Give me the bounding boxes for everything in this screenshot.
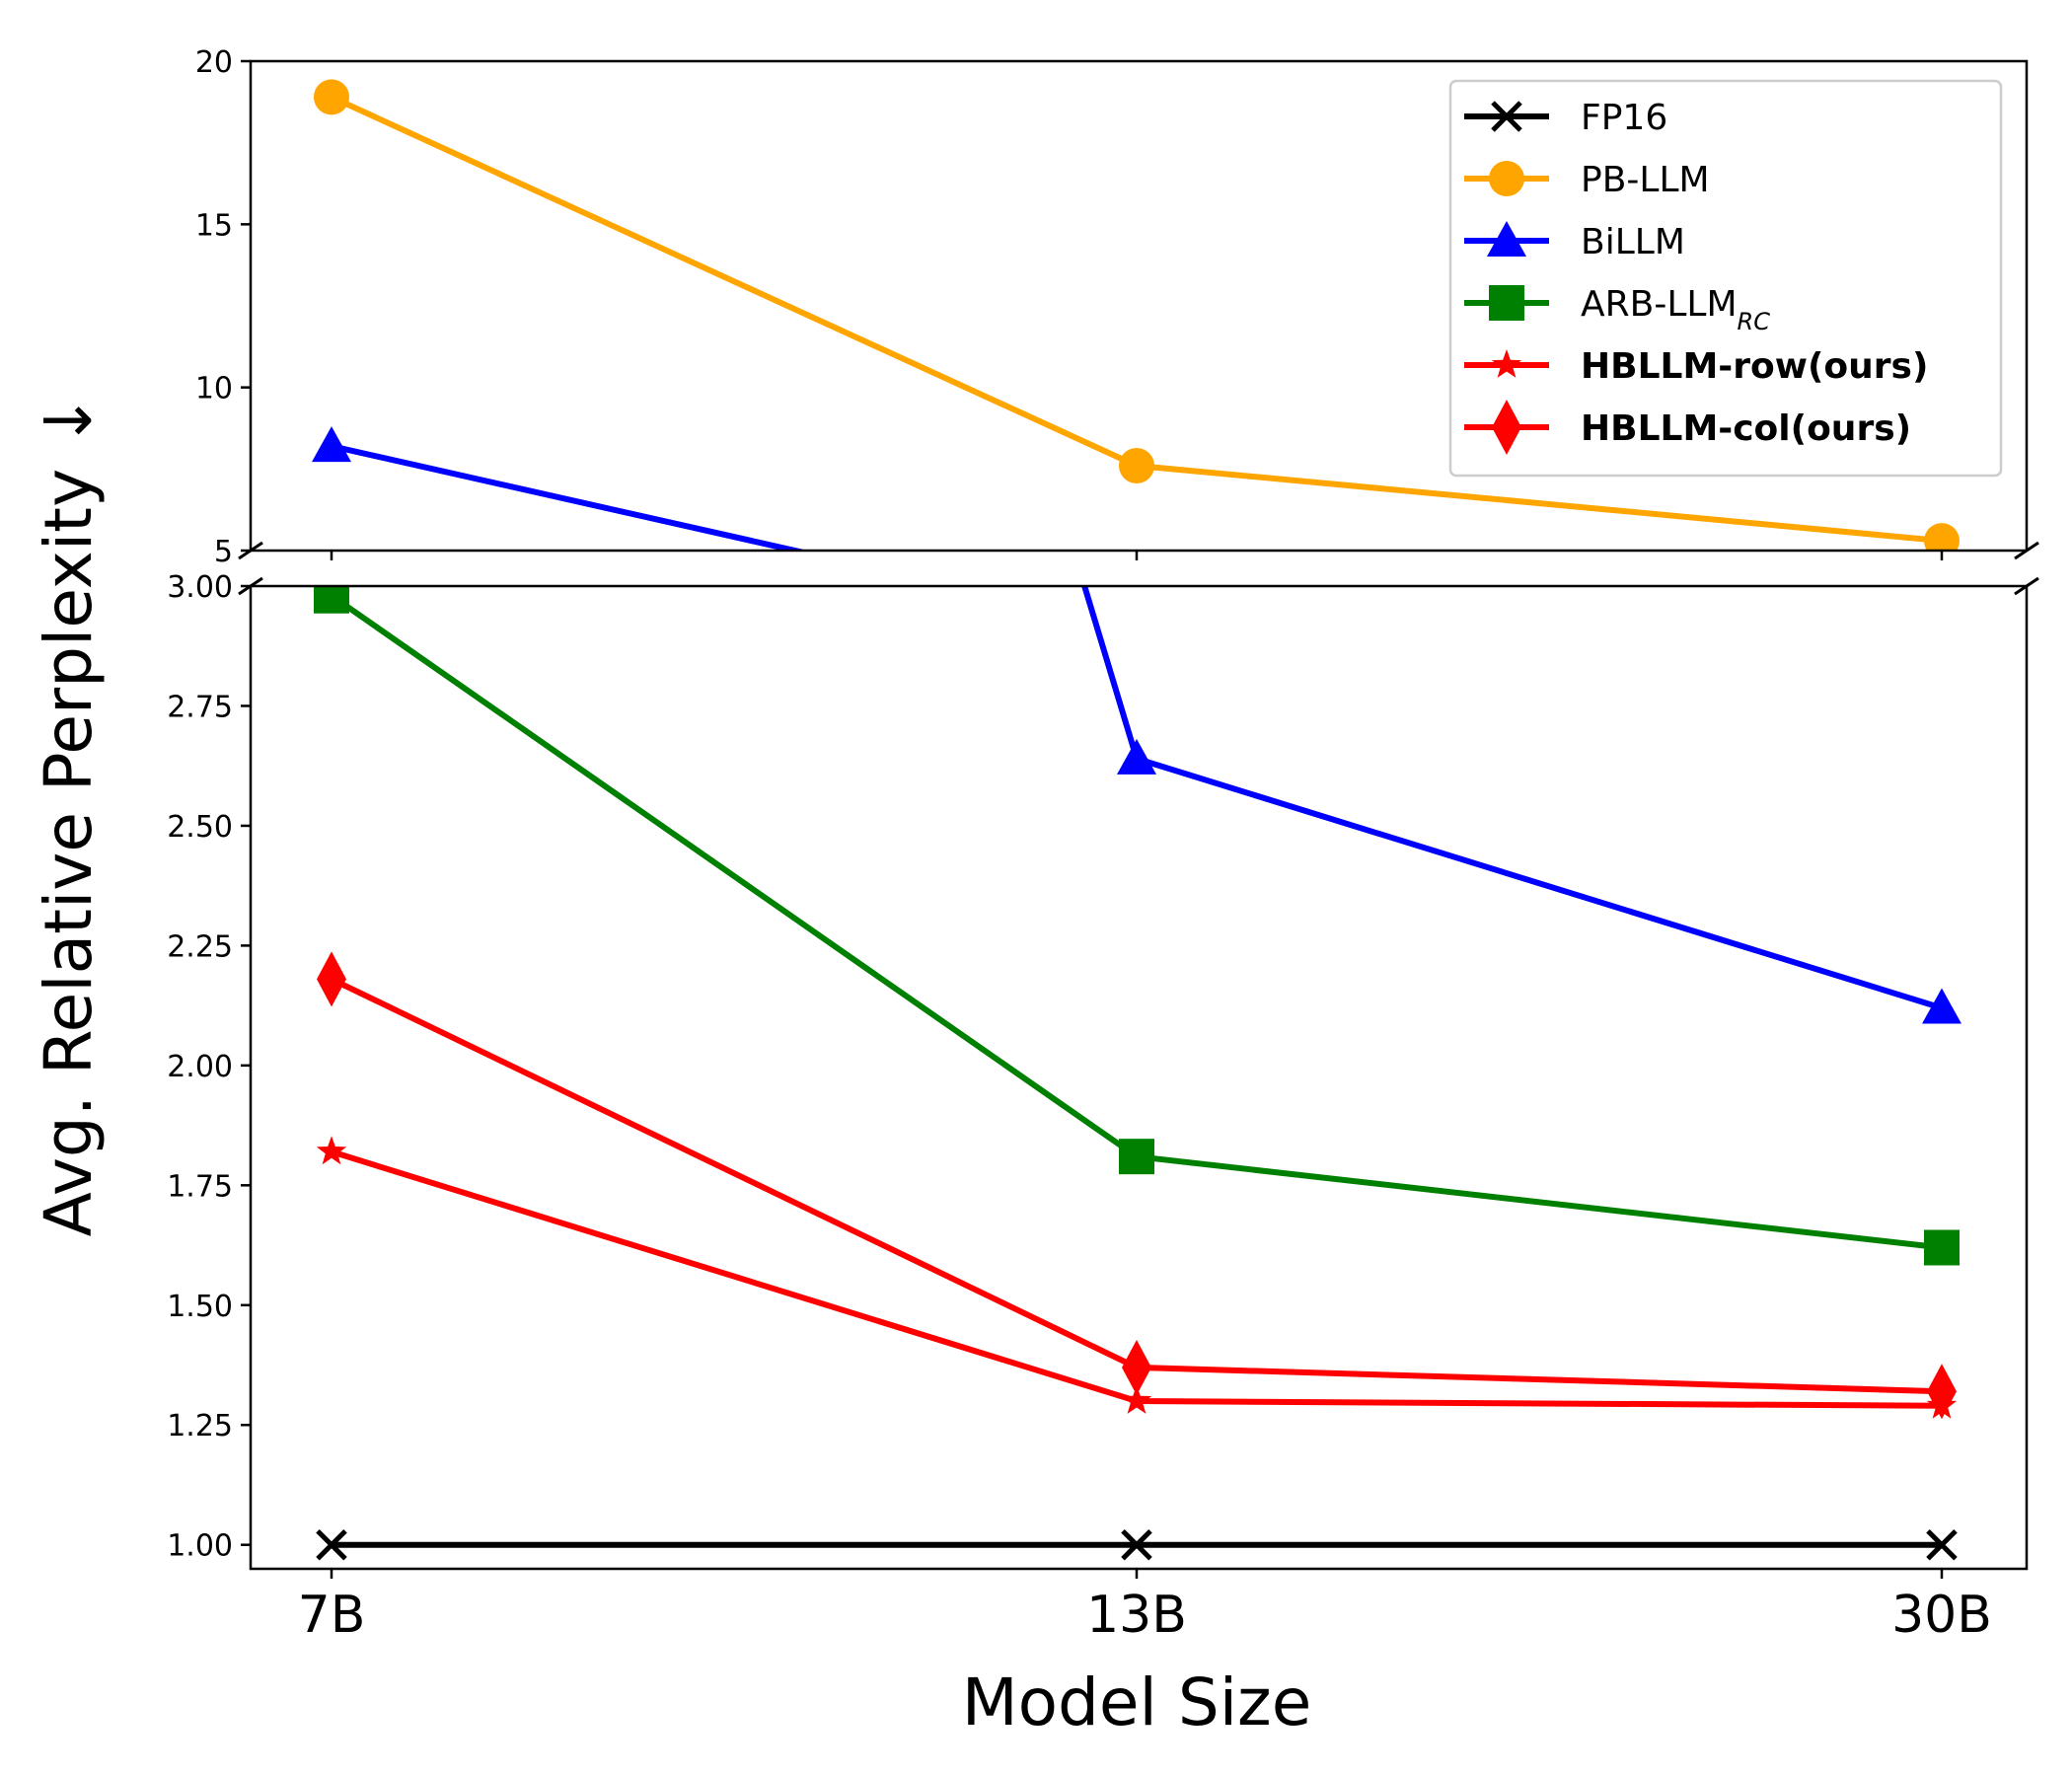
y-tick-label-bottom: 1.25 <box>167 1409 233 1443</box>
data-point-pb-llm-30B <box>1924 523 1960 551</box>
data-point-hbllm-row-ours-30B <box>1927 656 1957 685</box>
legend-item-hbllm-row-ours: HBLLM-row(ours) <box>1464 346 1928 387</box>
legend-marker-billm <box>1487 221 1526 257</box>
data-point-hbllm-col-ours-7B <box>317 951 346 1007</box>
legend-marker-arb-llm <box>1489 285 1524 321</box>
legend-marker-fp16 <box>1491 101 1522 132</box>
y-tick-label-bottom: 1.50 <box>167 1290 233 1324</box>
bottom-panel-frame <box>249 584 2029 1571</box>
y-tick-label-bottom: 3.00 <box>167 570 233 605</box>
legend-label-hbllm-row-ours: HBLLM-row(ours) <box>1581 346 1928 387</box>
legend-label-pb-llm: PB-LLM <box>1581 160 1710 200</box>
y-tick-label-bottom: 2.50 <box>167 810 233 845</box>
series-line-hbllm-col-ours <box>330 976 1943 1395</box>
data-point-hbllm-row-ours-7B <box>316 1136 347 1165</box>
data-point-hbllm-col-ours-13B <box>1122 641 1151 697</box>
data-point-billm-13B <box>1117 608 1156 643</box>
y-tick-label-bottom: 1.00 <box>167 1529 233 1564</box>
y-tick-label-bottom: 2.75 <box>167 690 233 724</box>
y-tick-label-top: 20 <box>195 45 233 80</box>
data-point-hbllm-row-ours-7B <box>317 638 346 667</box>
x-tick-label-7B: 7B <box>298 1586 366 1645</box>
data-point-fp16-7B <box>318 667 345 695</box>
legend-item-billm: BiLLM <box>1464 221 1685 262</box>
data-point-fp16-30B <box>1926 1528 1958 1561</box>
y-tick-label-bottom: 2.00 <box>167 1050 233 1084</box>
data-point-arb-llm-7B <box>314 586 349 614</box>
legend-label-fp16: FP16 <box>1581 98 1667 138</box>
x-tick-label-13B: 13B <box>1086 1586 1187 1645</box>
y-tick-label-top: 5 <box>214 535 233 569</box>
series-fp16-top <box>318 667 1956 695</box>
x-axis-title: Model Size <box>962 1665 1312 1740</box>
data-point-arb-llm-13B <box>1119 636 1154 672</box>
data-point-arb-llm-30B <box>1924 1229 1960 1266</box>
legend-marker-hbllm-col-ours <box>1492 400 1521 455</box>
data-point-pb-llm-13B <box>1119 448 1154 484</box>
data-point-billm-30B <box>1922 625 1961 660</box>
series-hbllm-col-ours-top <box>317 615 1957 698</box>
data-point-hbllm-col-ours-30B <box>1927 643 1957 699</box>
series-billm-bottom <box>1081 586 1961 1024</box>
data-point-fp16-30B <box>1928 667 1956 695</box>
series-line-arb-llm <box>332 617 1942 661</box>
x-tick-label-30B: 30B <box>1891 1586 1992 1645</box>
y-axis-title: Avg. Relative Perplexity ↓ <box>31 394 107 1237</box>
legend-label-billm: BiLLM <box>1581 222 1685 262</box>
data-point-billm-7B <box>312 426 351 463</box>
data-point-hbllm-row-ours-13B <box>1122 655 1151 684</box>
data-point-pb-llm-7B <box>314 79 349 115</box>
top-panel-frame <box>249 59 2029 551</box>
y-tick-label-bottom: 2.25 <box>167 929 233 964</box>
series-billm-top <box>312 426 1961 660</box>
data-point-fp16-7B <box>316 1528 347 1561</box>
series-hbllm-row-ours-top <box>317 638 1957 684</box>
series-line-hbllm-row-ours <box>332 654 1942 672</box>
series-line-billm <box>331 443 809 551</box>
series-arb-llm-bottom <box>314 586 1960 1266</box>
axis-break-mark <box>2014 541 2039 560</box>
series-hbllm-col-ours-bottom <box>317 951 1957 1420</box>
y-tick-label-bottom: 1.75 <box>167 1169 233 1204</box>
legend-item-fp16: FP16 <box>1464 98 1667 138</box>
y-tick-label-top: 15 <box>195 208 233 243</box>
series-line-hbllm-col-ours <box>332 642 1942 671</box>
y-tick-label-top: 10 <box>195 372 233 407</box>
data-point-hbllm-col-ours-30B <box>1927 1364 1957 1420</box>
legend-label-subscript: RC <box>1738 308 1771 335</box>
data-point-billm-13B <box>1117 738 1156 775</box>
data-point-fp16-13B <box>1123 667 1150 695</box>
series-pb-llm-top <box>314 79 1960 551</box>
data-point-hbllm-col-ours-7B <box>317 615 346 670</box>
series-fp16-bottom <box>316 1528 1958 1561</box>
legend-item-hbllm-col-ours: HBLLM-col(ours) <box>1464 400 1911 455</box>
data-point-fp16-13B <box>1121 1528 1152 1561</box>
data-point-hbllm-col-ours-13B <box>1122 1339 1151 1395</box>
legend-label-hbllm-col-ours: HBLLM-col(ours) <box>1581 408 1911 449</box>
legend-marker-pb-llm <box>1489 161 1524 196</box>
data-point-arb-llm-30B <box>1924 643 1960 679</box>
data-point-arb-llm-13B <box>1119 1139 1154 1175</box>
axis-break-mark <box>2014 576 2039 596</box>
legend-item-pb-llm: PB-LLM <box>1464 160 1710 200</box>
data-point-billm-30B <box>1922 988 1961 1024</box>
data-point-hbllm-row-ours-13B <box>1121 1385 1152 1414</box>
legend-marker-hbllm-row-ours <box>1491 349 1522 378</box>
legend-box <box>1448 79 2003 478</box>
series-arb-llm-top <box>314 599 1960 679</box>
